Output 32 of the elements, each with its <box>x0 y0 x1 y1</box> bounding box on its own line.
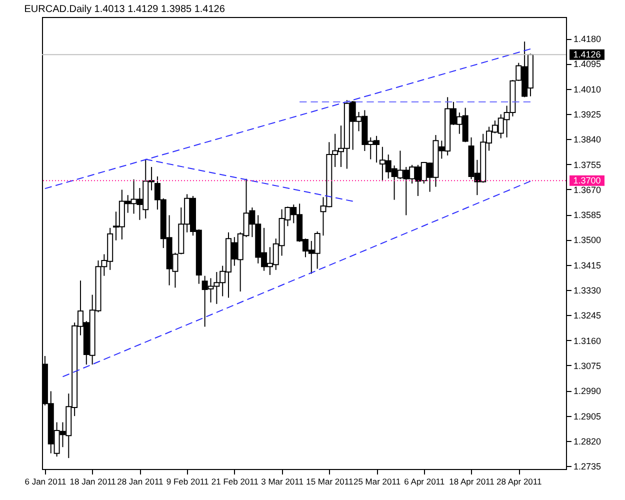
x-tick-label: 25 Mar 2011 <box>353 476 401 486</box>
y-tick-label: 1.3755 <box>574 160 602 170</box>
y-tick-label: 1.3925 <box>574 110 602 120</box>
y-tick-label: 1.4180 <box>574 34 602 44</box>
x-tick-label: 3 Mar 2011 <box>261 476 304 486</box>
x-tick-label: 18 Apr 2011 <box>449 476 495 486</box>
y-tick-label: 1.3585 <box>574 210 602 220</box>
x-tick-label: 9 Feb 2011 <box>166 476 210 486</box>
x-tick-label: 15 Mar 2011 <box>306 476 354 486</box>
y-tick-label: 1.4010 <box>574 84 602 94</box>
y-tick-label: 1.3670 <box>574 184 602 195</box>
x-tick-label: 28 Jan 2011 <box>117 476 164 486</box>
ref-line-label: 1.4126 <box>573 50 601 60</box>
y-tick-label: 1.3160 <box>574 336 602 346</box>
y-tick-label: 1.3840 <box>574 134 602 145</box>
y-tick-label: 1.3500 <box>574 235 602 246</box>
y-tick-label: 1.2905 <box>574 411 602 422</box>
x-tick-label: 18 Jan 2011 <box>70 476 116 486</box>
y-tick-label: 1.4095 <box>574 59 602 70</box>
y-tick-label: 1.3415 <box>574 260 602 270</box>
ref-line-label: 1.3700 <box>573 176 601 186</box>
x-tick-label: 28 Apr 2011 <box>496 476 542 486</box>
y-tick-label: 1.3245 <box>574 310 602 321</box>
x-tick-label: 21 Feb 2011 <box>211 476 259 486</box>
x-tick-label: 6 Apr 2011 <box>404 476 445 486</box>
y-tick-label: 1.3075 <box>574 360 602 371</box>
x-tick-label: 6 Jan 2011 <box>24 476 66 486</box>
y-tick-label: 1.3330 <box>574 286 602 296</box>
y-tick-label: 1.2735 <box>574 462 602 472</box>
y-tick-label: 1.2990 <box>574 386 602 396</box>
chart-title: EURCAD.Daily 1.4013 1.4129 1.3985 1.4126 <box>24 4 226 15</box>
y-tick-label: 1.2820 <box>574 436 602 446</box>
